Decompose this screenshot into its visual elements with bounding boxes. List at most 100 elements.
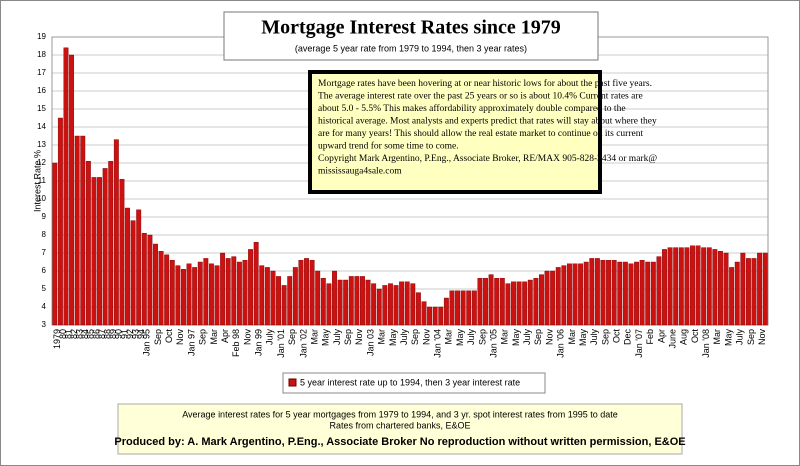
- note-line: mississauga4sale.com: [318, 167, 402, 177]
- x-tick-label: 88: [103, 329, 113, 339]
- bar: [483, 278, 488, 326]
- x-tick-label: July: [265, 329, 275, 346]
- bar: [673, 247, 679, 326]
- bar: [745, 258, 751, 326]
- x-tick-label: Nov: [757, 329, 767, 346]
- x-tick-label: Sep: [533, 329, 543, 345]
- bar: [432, 306, 438, 326]
- x-tick-label: Nov: [421, 329, 431, 346]
- y-tick-label: 9: [42, 212, 47, 221]
- bar: [113, 139, 119, 326]
- x-tick-label: Jan 03: [365, 329, 375, 356]
- bar: [214, 265, 220, 326]
- x-tick-label: Mar: [209, 329, 219, 345]
- y-tick-label: 17: [37, 68, 46, 77]
- bar: [320, 278, 326, 326]
- bar: [136, 209, 142, 326]
- bar: [443, 297, 449, 326]
- bar: [544, 270, 550, 326]
- x-tick-label: 91: [119, 329, 129, 339]
- bar: [572, 263, 578, 326]
- footer-box: [117, 403, 683, 455]
- y-tick-label: 18: [37, 50, 46, 59]
- x-tick-label: Sep: [410, 329, 420, 345]
- y-tick-label: 4: [42, 302, 47, 311]
- x-tick-label: 90: [114, 329, 124, 339]
- bar: [354, 276, 360, 326]
- bar: [203, 258, 209, 326]
- bar: [80, 135, 86, 326]
- bar: [186, 263, 192, 326]
- x-tick-label: Jan '01: [276, 329, 286, 358]
- x-tick-label: May: [388, 329, 398, 347]
- x-tick-label: 92: [125, 329, 135, 339]
- bar: [292, 267, 298, 326]
- bar: [164, 254, 170, 326]
- bar: [315, 270, 321, 326]
- bar: [415, 292, 421, 326]
- x-tick-label: May: [321, 329, 331, 347]
- x-tick-label: Mar: [309, 329, 319, 345]
- bar: [583, 261, 589, 326]
- bar: [108, 160, 114, 326]
- bar: [337, 279, 343, 326]
- bar: [130, 220, 136, 326]
- chart-title: Mortgage Interest Rates since 1979: [261, 17, 561, 39]
- bar: [382, 285, 388, 326]
- bar: [74, 135, 80, 326]
- bar: [225, 258, 231, 326]
- x-tick-label: Jan '02: [298, 329, 308, 358]
- bar: [125, 207, 130, 326]
- x-tick-label: Feb 98: [231, 329, 241, 357]
- bar: [706, 247, 712, 326]
- bar: [511, 281, 516, 326]
- note-line: historical average. Most analysts and ex…: [318, 117, 657, 127]
- bar: [589, 258, 595, 326]
- y-tick-label: 8: [42, 230, 47, 239]
- x-tick-label: Sep: [287, 329, 297, 345]
- bar: [158, 250, 164, 326]
- bar: [102, 168, 108, 326]
- bar: [304, 258, 309, 326]
- bar: [690, 245, 695, 326]
- y-tick-label: 14: [37, 122, 46, 131]
- x-tick-label: Jan 97: [186, 329, 196, 356]
- y-tick-label: 15: [37, 104, 46, 113]
- x-tick-label: May: [578, 329, 588, 347]
- y-tick-label: 3: [42, 320, 47, 329]
- x-tick-label: Oct: [164, 329, 174, 344]
- x-tick-label: May: [723, 329, 733, 347]
- y-axis-label: Interest Rate %: [32, 150, 42, 212]
- bar: [712, 249, 718, 326]
- x-tick-label: 84: [80, 329, 90, 339]
- bar: [399, 281, 405, 326]
- bar: [539, 274, 544, 326]
- bar: [522, 281, 528, 326]
- bar: [52, 162, 58, 326]
- bar: [667, 247, 673, 326]
- bar: [365, 279, 371, 326]
- x-tick-label: 83: [75, 329, 85, 339]
- bar: [555, 267, 561, 326]
- x-tick-label: Nov: [242, 329, 252, 346]
- x-tick-label: Sep: [746, 329, 756, 345]
- bar: [387, 283, 393, 326]
- x-tick-label: 86: [91, 329, 101, 339]
- bar: [678, 247, 684, 326]
- x-tick-label: Mar: [712, 329, 722, 345]
- x-tick-label: Jan 99: [254, 329, 264, 356]
- bar: [242, 260, 248, 326]
- bar: [332, 270, 337, 326]
- bar: [153, 243, 158, 326]
- footer-line: Average interest rates for 5 year mortga…: [182, 409, 618, 419]
- bar: [566, 263, 572, 326]
- bar: [594, 258, 600, 326]
- x-tick-label: Apr: [220, 329, 230, 343]
- legend-box: [282, 372, 546, 394]
- bar: [505, 283, 511, 326]
- x-tick-label: Jan '07: [634, 329, 644, 358]
- bar: [91, 177, 97, 326]
- bar: [175, 265, 181, 326]
- y-tick-label: 7: [42, 248, 47, 257]
- bar: [276, 276, 281, 326]
